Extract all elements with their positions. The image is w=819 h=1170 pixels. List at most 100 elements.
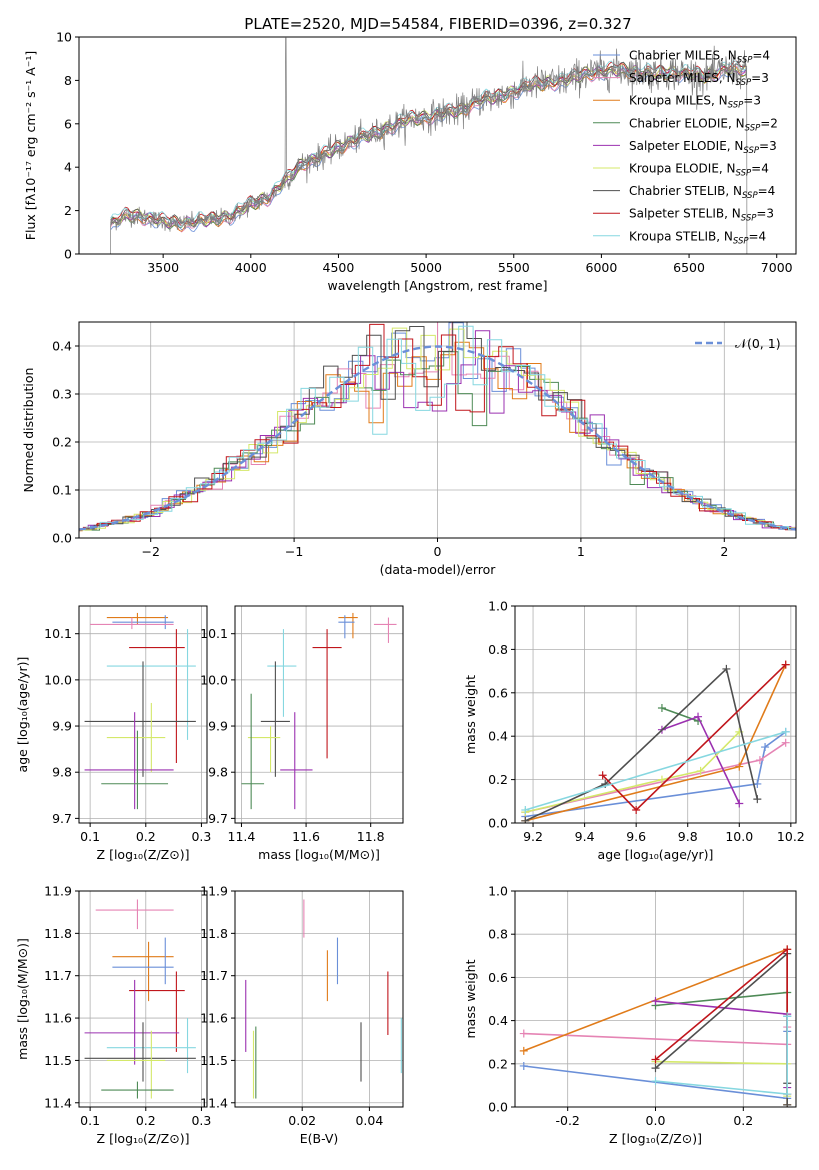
y-tick-label: 10.1 [200,626,228,641]
data-spectrum-line [110,37,748,254]
residuals-panel: −2 −1 0 1 2 0.0 0.1 0.2 0.3 0.4 (data-model)/error… [21,321,797,577]
plot-area [110,37,748,254]
x-tick-label: 7000 [761,260,793,275]
y-tick-label: 6 [64,116,72,131]
y-tick-label: 11.8 [44,926,72,941]
x-tick-label: 11.8 [357,829,385,844]
x-tick-label: -0.2 [555,1113,579,1128]
y-tick-label: 0.2 [52,435,72,450]
y-tick-label: 9.8 [208,765,228,780]
y-tick-label: 0.8 [488,927,508,942]
y-tick-label: 0.1 [52,483,72,498]
weight-marker [521,816,530,823]
y-tick-label: 10.0 [200,672,228,687]
weight-marker [761,743,770,752]
y-tick-label: 0.8 [488,642,508,657]
weight-marker [657,775,666,784]
x-tick-label: −1 [285,544,303,559]
weight-vs-age-panel: 9.2 9.4 9.6 9.8 10.0 10.2 0.0 0.2 0.4 0.6 0.8 1.0 ag… [463,599,805,863]
x-tick-label: −2 [141,544,159,559]
y-tick-label: 9.9 [208,719,228,734]
weight-marker [657,703,666,712]
weight-marker [519,1029,528,1038]
y-tick-label: 0.0 [488,816,508,831]
weight-marker [783,1090,792,1099]
axes-border [78,605,208,824]
weight-series-line [525,731,787,818]
figure-title: PLATE=2520, MJD=54584, FIBERID=0396, z=0… [244,15,631,33]
y-tick-label: 11.9 [44,884,72,899]
axes-border [78,36,797,255]
y-axis-label: age [log₁₀(age/yr)] [15,657,30,773]
y-tick-label: 11.6 [200,1011,228,1026]
x-axis-label: Z [log₁₀(Z/Z⊙)] [97,1131,190,1146]
weight-marker [694,712,703,721]
x-tick-label: 6500 [673,260,705,275]
weight-marker [651,1064,660,1073]
weight-marker [519,1046,528,1055]
y-tick-label: 11.5 [44,1053,72,1068]
y-tick-label: 11.4 [44,1095,72,1110]
x-tick-label: 11.4 [228,829,256,844]
y-tick-label: 0.0 [488,1100,508,1115]
y-tick-label: 8 [64,73,72,88]
plot-area [84,899,196,1099]
mass-vs-z-panel: 0.1 0.2 0.3 11.4 11.5 11.6 11.7 11.8 11.9 Z [log₁… [15,884,211,1147]
weight-marker [781,738,790,747]
weight-marker [735,799,744,808]
y-tick-label: 0.0 [52,531,72,546]
x-tick-label: 0.02 [288,1113,316,1128]
weight-marker [696,766,705,775]
weight-marker [632,805,641,814]
y-tick-label: 0.4 [488,1013,508,1028]
y-tick-label: 0.2 [488,1056,508,1071]
y-tick-label: 0 [64,247,72,262]
weight-series-line [525,731,786,811]
weight-marker [735,762,744,771]
y-axis-label: mass weight [463,675,478,754]
x-tick-label: 10.2 [777,829,805,844]
legend-entry: Kroupa ELODIE, NSSP=4 [629,162,769,179]
legend: 𝒩(0, 1) [695,336,781,351]
residual-histogram [79,327,796,531]
weight-series-line [525,664,787,822]
y-tick-label: 11.4 [200,1095,228,1110]
weight-marker [651,997,660,1006]
x-tick-label: 11.6 [292,829,320,844]
legend-entry: Chabrier ELODIE, NSSP=2 [629,116,778,133]
x-tick-label: 0.2 [136,1113,156,1128]
mass-vs-ebv-panel: 0.02 0.04 11.4 11.5 11.6 11.7 11.8 11.9 E(B-V) [200,884,404,1146]
weight-marker [519,1061,528,1070]
x-axis-label: Z [log₁₀(Z/Z⊙)] [97,847,190,862]
x-tick-label: 0.3 [191,1113,211,1128]
axes-border [78,890,208,1108]
weight-vs-z-panel: -0.2 0.0 0.2 0.0 0.2 0.4 0.6 0.8 1.0 Z [log₁₀(Z/Z… [463,884,797,1146]
x-tick-label: 2 [720,544,728,559]
weight-marker [651,1055,660,1064]
x-axis-label: E(B-V) [300,1131,339,1146]
x-tick-label: 6000 [586,260,618,275]
normal-curve-line [79,345,796,531]
y-tick-label: 11.6 [44,1011,72,1026]
x-tick-label: 0.1 [80,829,100,844]
age-vs-z-panel: 0.1 0.2 0.3 9.7 9.8 9.9 10.0 10.1 Z [log₁₀(Z/Z⊙)… [15,605,211,862]
y-tick-label: 11.9 [200,884,228,899]
x-tick-label: 0 [434,544,442,559]
legend-entry: Salpeter ELODIE, NSSP=3 [629,139,777,156]
residual-histogram [82,323,796,531]
plot-area [79,322,796,533]
legend-entry: 𝒩(0, 1) [735,336,781,351]
axes-border [514,605,797,824]
x-tick-label: 9.4 [575,829,595,844]
axes-frame: -0.2 0.0 0.2 0.0 0.2 0.4 0.6 0.8 1.0 Z [log₁₀(Z/Z… [463,884,797,1146]
axes-frame: 9.2 9.4 9.6 9.8 10.0 10.2 0.0 0.2 0.4 0.6 0.8 1.0 ag… [463,599,805,863]
weight-marker [598,771,607,780]
weight-marker [753,779,762,788]
axes-frame: 0.1 0.2 0.3 11.4 11.5 11.6 11.7 11.8 11.9 Z [log₁… [15,884,211,1147]
x-tick-label: 9.8 [678,829,698,844]
x-axis-label: (data-model)/error [380,562,497,577]
x-tick-label: 9.6 [626,829,646,844]
y-tick-label: 0.6 [488,970,508,985]
x-tick-label: 5500 [498,260,530,275]
age-vs-mass-panel: 11.4 11.6 11.8 9.7 9.8 9.9 10.0 10.1 mass [log₁₀… [200,605,404,862]
